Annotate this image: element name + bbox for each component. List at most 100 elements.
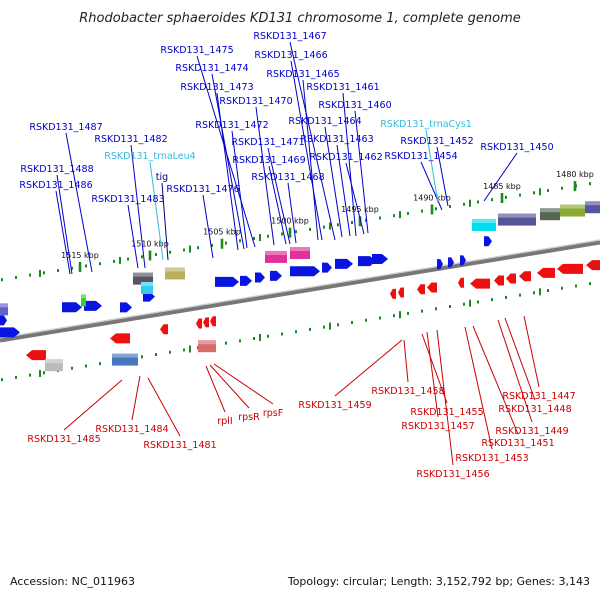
forward-gene-arrow bbox=[270, 270, 282, 281]
leader-rskd131-1456 bbox=[436, 329, 454, 466]
gene-label-rpsr[interactable]: rpsR bbox=[238, 412, 260, 423]
upper-ruler-dot bbox=[407, 211, 409, 215]
forward-gene-block bbox=[141, 281, 153, 294]
forward-gene-block bbox=[81, 294, 86, 307]
backbone-line bbox=[0, 239, 600, 343]
gene-label-rskd131-1455[interactable]: RSKD131_1455 bbox=[410, 407, 483, 418]
gene-label-rskd131-1474[interactable]: RSKD131_1474 bbox=[175, 63, 248, 74]
leader-tig bbox=[161, 182, 169, 261]
gene-label-rskd131-1486[interactable]: RSKD131_1486 bbox=[19, 180, 92, 191]
gene-label-rskd131-1453[interactable]: RSKD131_1453 bbox=[455, 453, 528, 464]
gene-label-rskd131-1465[interactable]: RSKD131_1465 bbox=[266, 69, 339, 80]
upper-ruler-dot bbox=[15, 275, 17, 279]
lower-ruler-dot bbox=[99, 362, 101, 366]
gene-label-rskd131-trnaleu4[interactable]: RSKD131_trnaLeu4 bbox=[104, 151, 195, 162]
upper-ruler-dot bbox=[239, 239, 241, 243]
gene-label-rskd131-1464[interactable]: RSKD131_1464 bbox=[288, 116, 361, 127]
lower-ruler-dot bbox=[323, 325, 325, 329]
upper-ruler-dot bbox=[351, 221, 353, 225]
accession-text: Accession: NC_011963 bbox=[10, 575, 135, 588]
lower-ruler-dot bbox=[267, 334, 269, 338]
gene-labels: RSKD131_1467 RSKD131_1475 RSKD131_1466 RSKD… bbox=[19, 31, 575, 480]
gene-label-rskd131-1484[interactable]: RSKD131_1484 bbox=[95, 424, 168, 435]
gene-label-rskd131-1463[interactable]: RSKD131_1463 bbox=[300, 134, 373, 145]
gene-label-rskd131-1458[interactable]: RSKD131_1458 bbox=[371, 386, 444, 397]
gene-label-rskd131-1461[interactable]: RSKD131_1461 bbox=[306, 82, 379, 93]
forward-gene-block-shine bbox=[540, 208, 560, 213]
gene-label-rskd131-1468[interactable]: RSKD131_1468 bbox=[251, 172, 324, 183]
gene-label-rpli[interactable]: rplI bbox=[217, 416, 232, 427]
gene-label-rskd131-1447[interactable]: RSKD131_1447 bbox=[502, 391, 575, 402]
ruler-label-1500-kbp: 1500 kbp bbox=[271, 217, 309, 226]
gene-label-rskd131-1449[interactable]: RSKD131_1449 bbox=[495, 426, 568, 437]
gene-label-rskd131-1482[interactable]: RSKD131_1482 bbox=[94, 134, 167, 145]
rna-gene-block-shine bbox=[290, 247, 310, 252]
gene-label-rskd131-1475[interactable]: RSKD131_1475 bbox=[160, 45, 233, 56]
gene-label-rskd131-1456[interactable]: RSKD131_1456 bbox=[416, 469, 489, 480]
ruler-major-tick bbox=[288, 227, 292, 238]
forward-gene-block bbox=[472, 218, 496, 231]
gene-label-rskd131-1460[interactable]: RSKD131_1460 bbox=[318, 100, 391, 111]
leader-rskd131-1449 bbox=[497, 319, 533, 423]
gene-label-rskd131-1454[interactable]: RSKD131_1454 bbox=[384, 151, 457, 162]
reverse-gene-block-shine bbox=[112, 353, 138, 358]
forward-gene-block-shine bbox=[165, 267, 185, 272]
ruler-minor-tick bbox=[259, 334, 261, 342]
reverse-gene-arrow bbox=[210, 316, 216, 327]
reverse-gene-arrow bbox=[110, 333, 130, 344]
gene-label-rskd131-1462[interactable]: RSKD131_1462 bbox=[309, 152, 382, 163]
lower-ruler-dot bbox=[281, 332, 283, 336]
forward-gene-arrow bbox=[143, 291, 155, 302]
gene-label-rskd131-1469[interactable]: RSKD131_1469 bbox=[232, 155, 305, 166]
gene-label-rskd131-1487[interactable]: RSKD131_1487 bbox=[29, 122, 102, 133]
genome-summary-text: Topology: circular; Length: 3,152,792 bp… bbox=[287, 575, 590, 588]
forward-gene-arrow bbox=[215, 276, 239, 287]
gene-label-rskd131-trnacys1[interactable]: RSKD131_trnaCys1 bbox=[380, 119, 472, 130]
gene-label-rskd131-1457[interactable]: RSKD131_1457 bbox=[401, 421, 474, 432]
upper-ruler-dot bbox=[365, 218, 367, 222]
upper-ruler-dot bbox=[57, 269, 59, 273]
upper-ruler-dot bbox=[183, 248, 185, 252]
ruler-minor-tick bbox=[469, 299, 471, 307]
upper-ruler-dot bbox=[281, 232, 283, 236]
ruler-label-1510-kbp: 1510 kbp bbox=[131, 240, 169, 249]
leader-rskd131-1451 bbox=[472, 325, 519, 435]
gene-label-rskd131-1476[interactable]: RSKD131_1476 bbox=[166, 184, 239, 195]
ruler-label-1485-kbp: 1485 kbp bbox=[483, 182, 521, 191]
gene-label-rskd131-1451[interactable]: RSKD131_1451 bbox=[481, 438, 554, 449]
reverse-gene-block bbox=[112, 353, 138, 366]
gene-label-rskd131-1473[interactable]: RSKD131_1473 bbox=[180, 82, 253, 93]
gene-label-rskd131-1448[interactable]: RSKD131_1448 bbox=[498, 404, 571, 415]
gene-label-rskd131-1459[interactable]: RSKD131_1459 bbox=[298, 400, 371, 411]
gene-label-tig[interactable]: tig bbox=[156, 172, 168, 183]
ruler-minor-tick bbox=[329, 222, 331, 230]
forward-gene-arrow bbox=[460, 255, 466, 266]
upper-ruler-dot bbox=[71, 266, 73, 270]
gene-label-rskd131-1485[interactable]: RSKD131_1485 bbox=[27, 434, 100, 445]
ruler-minor-tick bbox=[119, 256, 121, 264]
gene-label-rskd131-1488[interactable]: RSKD131_1488 bbox=[20, 164, 93, 175]
gene-label-rskd131-1471[interactable]: RSKD131_1471 bbox=[231, 137, 304, 148]
ruler-minor-tick bbox=[399, 311, 401, 319]
reverse-gene-arrow bbox=[390, 288, 396, 299]
gene-label-rskd131-1452[interactable]: RSKD131_1452 bbox=[400, 136, 473, 147]
leader-rskd131-1457 bbox=[426, 331, 439, 418]
forward-gene-arrow bbox=[62, 302, 82, 313]
gene-label-rpsf[interactable]: rpsF bbox=[263, 408, 283, 419]
gene-label-rskd131-1483[interactable]: RSKD131_1483 bbox=[91, 194, 164, 205]
forward-gene-arrow bbox=[290, 266, 320, 277]
reverse-gene-arrow bbox=[519, 271, 531, 282]
gene-label-rskd131-1466[interactable]: RSKD131_1466 bbox=[254, 50, 327, 61]
leader-rskd131-1487 bbox=[65, 132, 93, 273]
gene-label-rskd131-1470[interactable]: RSKD131_1470 bbox=[219, 96, 292, 107]
forward-gene-block bbox=[165, 267, 185, 280]
ruler-minor-tick bbox=[39, 269, 41, 277]
gene-label-rskd131-1450[interactable]: RSKD131_1450 bbox=[480, 142, 553, 153]
lower-ruler-dot bbox=[379, 316, 381, 320]
forward-gene-block-shine bbox=[0, 303, 8, 308]
gene-label-rskd131-1467[interactable]: RSKD131_1467 bbox=[253, 31, 326, 42]
gene-label-rskd131-1472[interactable]: RSKD131_1472 bbox=[195, 120, 268, 131]
gene-label-rskd131-1481[interactable]: RSKD131_1481 bbox=[143, 440, 216, 451]
leader-rskd131-1459 bbox=[334, 339, 403, 397]
lower-ruler-dot bbox=[337, 323, 339, 327]
